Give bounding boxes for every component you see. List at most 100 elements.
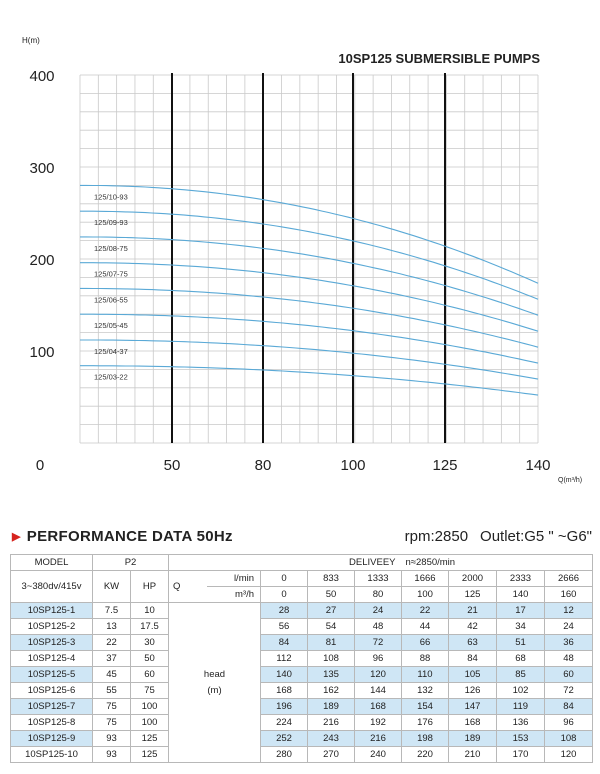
hp-cell: 125 [130,730,169,747]
hp-cell: 75 [130,682,169,699]
flow-lmin-value: 2000 [448,570,497,587]
hp-cell: 60 [130,666,169,683]
head-value: 198 [401,730,449,747]
performance-table: MODEL P2 DELIVEEY n≈2850/min 3~380dv/415… [10,554,594,763]
rpm-text: rpm:2850 [404,528,469,545]
head-value: 54 [307,618,355,635]
head-value: 84 [543,698,594,715]
flow-lmin-value: 1666 [401,570,449,587]
head-value: 270 [307,746,355,763]
head-value: 84 [448,650,497,667]
head-value: 48 [354,618,402,635]
lmin-label: l/min [206,570,261,587]
performance-title-text: PERFORMANCE DATA 50Hz [26,528,233,545]
performance-title: ▶ PERFORMANCE DATA 50Hz [12,528,233,545]
model-header: MODEL [10,554,93,571]
kw-cell: 7.5 [92,602,131,619]
y-tick-label: 400 [29,68,54,85]
table-row: 10SP125-1 7.5 10 head (m) 28 27 24 22 21 17 12 [10,602,594,763]
flow-m3h-value: 125 [448,586,497,603]
head-value: 216 [354,730,402,747]
head-value: 126 [448,682,497,699]
kw-cell: 45 [92,666,131,683]
kw-cell: 37 [92,650,131,667]
flow-m3h-value: 160 [543,586,594,603]
y-tick-label: 300 [29,160,54,177]
voltage-cell: 3~380dv/415v [10,570,93,603]
head-value: 22 [401,602,449,619]
curve-label: 125/08-75 [94,244,128,253]
y-tick-label: 100 [29,344,54,361]
head-value: 66 [401,634,449,651]
delivery-header: DELIVEEY [168,554,402,571]
pump-curve [80,365,539,396]
table-row: 10SP125-9 93 125 252 243 216 198 189 153 108 [10,730,594,747]
model-cell: 10SP125-10 [10,746,93,763]
head-value: 144 [354,682,402,699]
head-value: 27 [307,602,355,619]
kw-cell: 93 [92,746,131,763]
kw-cell: 93 [92,730,131,747]
head-value: 189 [307,698,355,715]
head-value: 132 [401,682,449,699]
hp-cell: 100 [130,698,169,715]
flow-lmin-value: 0 [260,570,308,587]
head-value: 170 [496,746,545,763]
kw-cell: 22 [92,634,131,651]
chart-bold-reference-lines [171,73,446,443]
head-label: head [203,668,226,680]
table-row: 10SP125-4 37 50 112 108 96 88 84 68 48 [10,650,594,667]
hp-cell: 125 [130,746,169,763]
hp-cell: 10 [130,602,169,619]
head-value: 176 [401,714,449,731]
curve-label: 125/03-22 [94,373,128,382]
head-value: 189 [448,730,497,747]
head-value: 110 [401,666,449,683]
head-value: 102 [496,682,545,699]
table-row: 10SP125-6 55 75 168 162 144 132 126 102 72 [10,682,594,699]
x-tick-label: 80 [255,457,272,474]
flow-lmin-value: 2666 [543,570,594,587]
outlet-text: Outlet:G5 " ~G6" [480,528,592,545]
x-tick-label: 0 [36,457,44,474]
table-row: 10SP125-3 22 30 84 81 72 66 63 51 36 [10,634,594,651]
head-value: 88 [401,650,449,667]
pump-curve [80,313,539,364]
q-label: Q [168,570,207,603]
head-value: 153 [496,730,545,747]
performance-header: ▶ PERFORMANCE DATA 50Hz rpm:2850 Outlet:G5… [12,528,592,550]
head-value: 24 [543,618,594,635]
model-cell: 10SP125-5 [10,666,93,683]
chart-tick-labels: 0 50 80 100 125 140 100 200 300 400 [29,68,550,474]
pump-curve [80,184,539,284]
head-value: 240 [354,746,402,763]
model-cell: 10SP125-4 [10,650,93,667]
hp-cell: 50 [130,650,169,667]
head-value: 36 [543,634,594,651]
y-axis-label: H(m) [22,36,40,45]
head-value: 168 [260,682,308,699]
curve-label: 125/10-93 [94,192,128,201]
head-value: 85 [496,666,545,683]
head-value: 108 [543,730,594,747]
hp-cell: 30 [130,634,169,651]
table-row: 10SP125-5 45 60 140 135 120 110 105 85 60 [10,666,594,683]
head-value: 96 [354,650,402,667]
head-value: 210 [448,746,497,763]
x-axis-label: Q(m³/h) [558,477,582,484]
head-value: 108 [307,650,355,667]
flow-m3h-value: 50 [307,586,355,603]
chart-title: 10SP125 SUBMERSIBLE PUMPS [338,51,540,66]
red-triangle-icon: ▶ [12,531,21,543]
head-value: 28 [260,602,308,619]
flow-m3h-value: 140 [496,586,545,603]
head-value: 168 [354,698,402,715]
head-value: 196 [260,698,308,715]
head-value: 140 [260,666,308,683]
pump-curve [80,262,539,332]
table-row: 10SP125-8 75 100 224 216 192 176 168 136 96 [10,714,594,731]
x-tick-label: 50 [164,457,181,474]
head-value: 81 [307,634,355,651]
pump-curve [80,236,539,316]
head-value: 147 [448,698,497,715]
